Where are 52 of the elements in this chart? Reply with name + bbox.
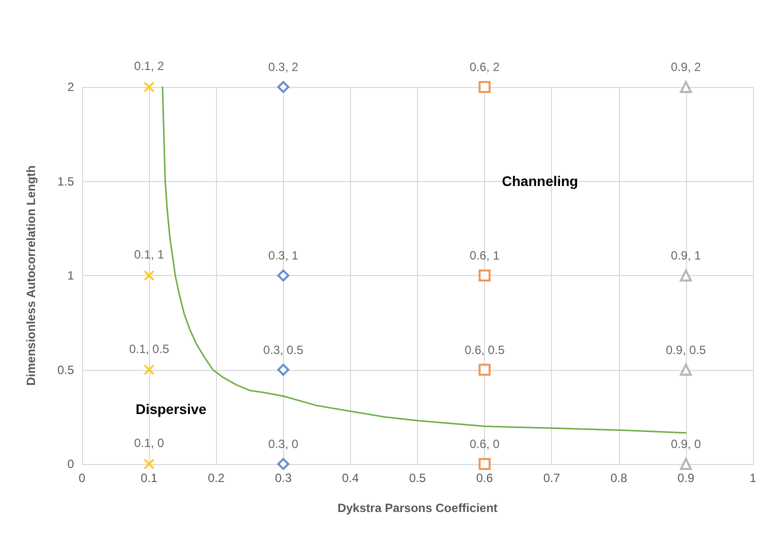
- x-tick-label: 0.1: [140, 471, 158, 485]
- x-tick-label: 1: [750, 471, 757, 485]
- point: [478, 270, 491, 282]
- x-tick-label: 0.6: [476, 471, 494, 485]
- data-label: 0.3, 2: [268, 60, 299, 74]
- y-tick-label: 1.5: [57, 174, 74, 188]
- data-label: 0.1, 2: [134, 59, 164, 73]
- y-tick-label: 1: [67, 268, 74, 282]
- point: [144, 458, 155, 470]
- x-tick-label: 0.2: [208, 471, 225, 485]
- data-label: 0.9, 2: [670, 60, 702, 74]
- data-label: 0.3, 1: [268, 248, 299, 262]
- point: [144, 270, 155, 281]
- point: [680, 81, 692, 93]
- x-tick-label: 0.8: [610, 471, 628, 485]
- data-label: 0.6, 2: [470, 60, 500, 74]
- data-label: 0.9, 0: [670, 437, 702, 451]
- annotation: Channeling: [502, 173, 578, 189]
- x-tick-label: 0.7: [543, 471, 560, 485]
- x-tick-label: 0.9: [678, 471, 695, 485]
- data-label: 0.6, 1: [470, 248, 500, 262]
- data-label: 0.3, 0.5: [263, 342, 304, 357]
- point: [277, 458, 290, 470]
- point: [680, 458, 692, 470]
- data-label: 0.1, 1: [134, 248, 164, 262]
- x-axis-title: Dykstra Parsons Coefficient: [337, 501, 498, 515]
- point: [478, 458, 491, 470]
- x-tick-label: 0.4: [342, 471, 360, 485]
- data-label: 0.1, 0.5: [129, 342, 170, 356]
- point: [478, 364, 491, 376]
- x-tick-label: 0.3: [274, 471, 292, 485]
- point: [680, 364, 692, 376]
- data-label: 0.1, 0: [134, 436, 164, 450]
- y-tick-label: 0: [67, 457, 74, 471]
- point: [478, 81, 491, 93]
- point: [144, 82, 155, 92]
- point: [277, 364, 290, 376]
- data-label: 0.3, 0: [268, 437, 299, 451]
- data-label: 0.6, 0: [470, 437, 500, 451]
- y-axis-title: Dimensionless Autocorrelation Length: [24, 165, 38, 386]
- annotation: Dispersive: [136, 401, 207, 417]
- data-label: 0.9, 1: [670, 248, 702, 262]
- x-tick-label: 0: [78, 471, 86, 485]
- y-tick-label: 2: [67, 80, 74, 94]
- point: [144, 364, 155, 376]
- x-tick-label: 0.5: [409, 471, 426, 485]
- point: [277, 270, 290, 282]
- data-label: 0.9, 0.5: [666, 342, 706, 357]
- point: [680, 270, 692, 282]
- data-label: 0.6, 0.5: [464, 342, 505, 357]
- point: [277, 81, 290, 93]
- y-tick-label: 0.5: [57, 362, 74, 377]
